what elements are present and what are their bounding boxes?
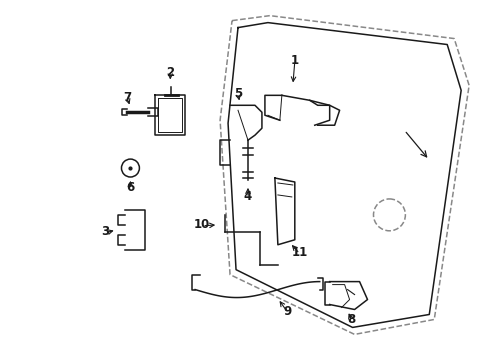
Text: 8: 8 <box>347 313 355 326</box>
Text: 1: 1 <box>290 54 298 67</box>
Text: 10: 10 <box>194 218 210 231</box>
Text: 4: 4 <box>244 190 252 203</box>
Text: 5: 5 <box>233 87 242 100</box>
Text: 9: 9 <box>283 305 291 318</box>
Text: 7: 7 <box>123 91 131 104</box>
Text: 6: 6 <box>126 181 134 194</box>
Text: 11: 11 <box>291 246 307 259</box>
Text: 3: 3 <box>102 225 109 238</box>
Text: 2: 2 <box>166 66 174 79</box>
